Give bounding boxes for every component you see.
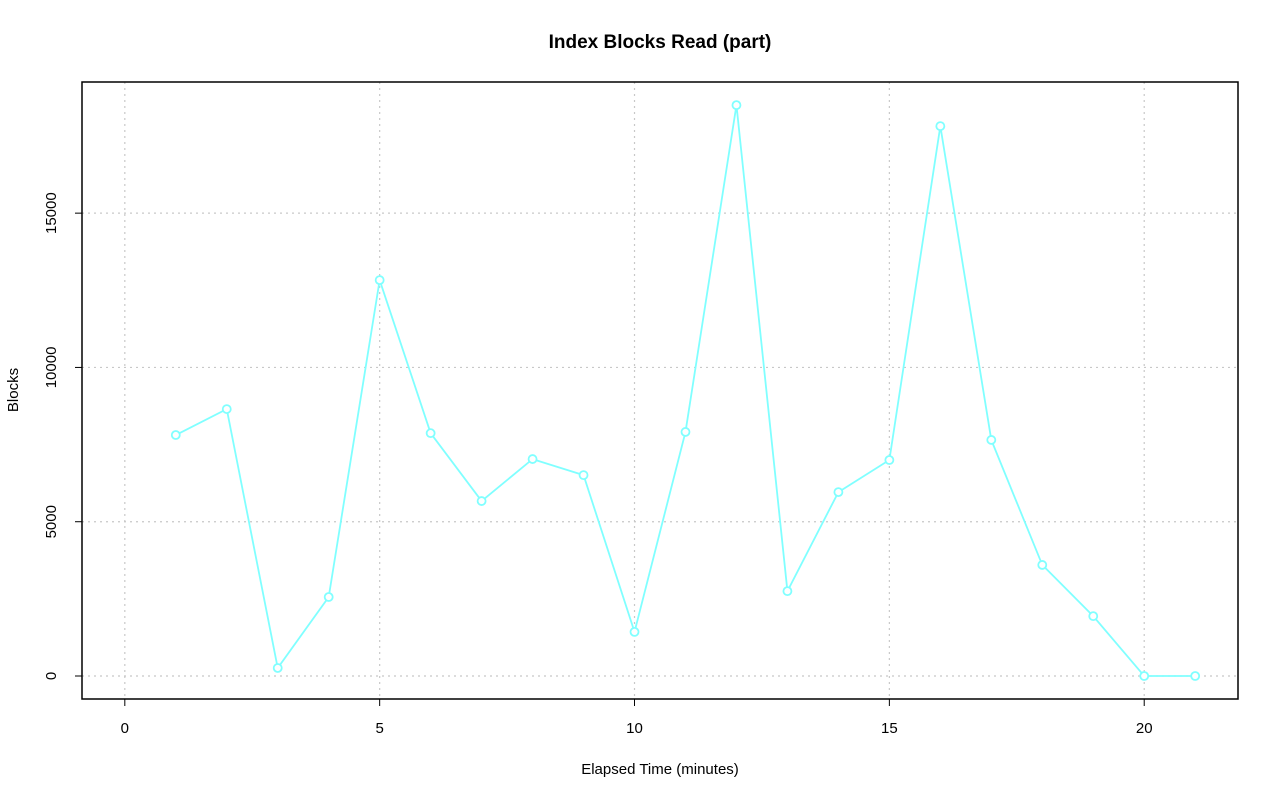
data-point — [170, 430, 181, 440]
data-point — [1190, 671, 1201, 681]
data-point — [578, 470, 589, 481]
data-point — [629, 626, 640, 637]
x-tick-label: 20 — [1136, 720, 1153, 737]
plot-frame — [81, 81, 1239, 700]
data-point — [1037, 560, 1048, 570]
y-axis-label: Blocks — [5, 368, 22, 412]
data-point — [323, 592, 334, 602]
y-tick-label: 0 — [43, 672, 60, 680]
x-tick-label: 0 — [121, 720, 129, 737]
data-point — [374, 275, 385, 286]
data-point — [272, 663, 283, 673]
data-point — [884, 455, 895, 465]
data-point — [476, 496, 487, 506]
y-tick-label: 15000 — [43, 192, 60, 234]
data-point — [986, 435, 997, 445]
data-point — [731, 100, 742, 111]
data-point — [1088, 611, 1099, 622]
x-tick-label: 10 — [626, 720, 643, 737]
data-point — [782, 586, 793, 597]
data-point — [527, 454, 538, 464]
chart-title: Index Blocks Read (part) — [549, 32, 772, 53]
series-line — [175, 105, 1196, 677]
x-tick-label: 15 — [881, 720, 898, 737]
data-point — [1139, 671, 1150, 681]
y-tick-label: 10000 — [43, 347, 60, 389]
data-point — [935, 121, 946, 132]
x-axis-label: Elapsed Time (minutes) — [581, 761, 739, 778]
y-tick-label: 5000 — [43, 505, 60, 538]
x-tick-label: 5 — [375, 720, 383, 737]
data-point — [221, 404, 232, 414]
data-point — [680, 427, 691, 437]
data-point — [425, 428, 436, 439]
data-point — [833, 487, 844, 497]
